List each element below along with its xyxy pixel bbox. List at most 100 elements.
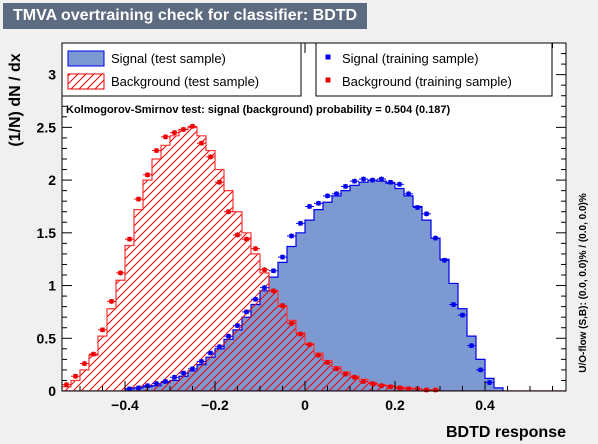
signal-train-point [233,323,242,329]
overflow-label: U/O-flow (S,B): (0.0, 0.0)% / (0.0, 0.0)… [578,193,589,373]
legend-marker-signal-train [325,54,331,60]
background-train-point [179,126,188,132]
background-train-point [233,232,242,238]
legend-label-signal-train: Signal (training sample) [342,51,479,66]
signal-train-point [197,358,206,364]
signal-train-point [377,176,386,182]
signal-train-point [458,312,467,318]
background-train-point [116,270,125,276]
background-train-point [71,373,80,379]
background-train-point [215,179,224,185]
background-train-point [125,236,134,242]
signal-train-point [368,177,377,183]
background-train-point [224,209,233,215]
signal-train-point [251,296,260,302]
background-train-point [278,303,287,309]
background-train-point [161,134,170,140]
signal-train-point [440,257,449,263]
signal-train-point [386,179,395,185]
y-tick-label: 2.5 [37,119,57,135]
background-train-point [422,387,431,393]
signal-train-point [224,333,233,339]
legend-swatch-background-test [67,73,105,90]
legend-marker-background-train [325,77,331,83]
legend-swatch-signal-test [67,50,105,67]
background-train-point [206,154,215,160]
background-train-point [170,130,179,136]
background-train-point [305,342,314,348]
signal-train-point [296,220,305,226]
x-tick-label: −0.4 [111,397,139,413]
signal-train-point [152,381,161,387]
y-tick-label: 1 [48,278,56,294]
ks-test-annotation: Kolmogorov-Smirnov test: signal (backgro… [66,104,450,116]
background-train-point [314,352,323,358]
background-train-point [296,331,305,337]
signal-train-point [242,309,251,315]
signal-train-point [467,343,476,349]
signal-train-point [449,302,458,308]
x-tick-label: 0.4 [475,397,495,413]
signal-train-point [287,233,296,239]
background-train-point [359,379,368,385]
background-train-point [431,387,440,393]
signal-train-point [314,200,323,206]
signal-train-point [422,211,431,217]
signal-train-point [206,350,215,356]
signal-train-point [359,176,368,182]
legend-left: Signal (test sample) Background (test sa… [61,42,302,97]
signal-train-point [134,385,143,391]
signal-train-point [341,183,350,189]
signal-train-point [404,191,413,197]
signal-train-point [323,193,332,199]
signal-train-point [278,254,287,260]
y-tick-label: 1.5 [37,225,57,241]
background-train-point [341,371,350,377]
y-tick-label: 0.5 [37,330,57,346]
x-axis-label: BDTD response [446,424,566,441]
background-train-point [152,148,161,154]
background-train-point [395,385,404,391]
signal-train-point [269,268,278,274]
background-train-point [242,236,251,242]
background-train-point [287,321,296,327]
signal-train-point [188,366,197,372]
background-train-point [80,361,89,367]
x-tick-label: 0.2 [385,397,405,413]
background-train-point [260,267,269,273]
signal-train-point [260,285,269,291]
signal-train-point [161,379,170,385]
background-train-point [368,381,377,387]
background-train-point [350,374,359,380]
background-train-point [188,123,197,129]
background-train-point [98,327,107,333]
background-train-point [134,196,143,202]
background-train-point [251,246,260,252]
chart-title: TMVA overtraining check for classifier: … [3,3,368,29]
legend-label-background-train: Background (training sample) [342,74,512,89]
signal-train-point [179,370,188,376]
signal-train-point [332,191,341,197]
background-train-point [107,298,116,304]
signal-train-point [485,380,494,386]
x-tick-label: 0 [301,397,309,413]
y-tick-label: 0 [48,383,56,399]
background-train-point [386,384,395,390]
legend-label-signal-test: Signal (test sample) [111,51,226,66]
background-train-point [89,351,98,357]
y-tick-label: 3 [48,67,56,83]
plot-frame [61,42,567,392]
legend-label-background-test: Background (test sample) [111,74,259,89]
signal-train-point [350,178,359,184]
background-train-point [62,382,71,388]
x-tick-label: −0.2 [201,397,229,413]
signal-train-point [395,181,404,187]
signal-train-point [431,235,440,241]
signal-train-point [413,205,422,211]
signal-train-point [305,203,314,209]
background-train-point [269,288,278,294]
signal-train-point [215,344,224,350]
y-tick-label: 2 [48,172,56,188]
legend-right: Signal (training sample) Background (tra… [315,42,553,97]
